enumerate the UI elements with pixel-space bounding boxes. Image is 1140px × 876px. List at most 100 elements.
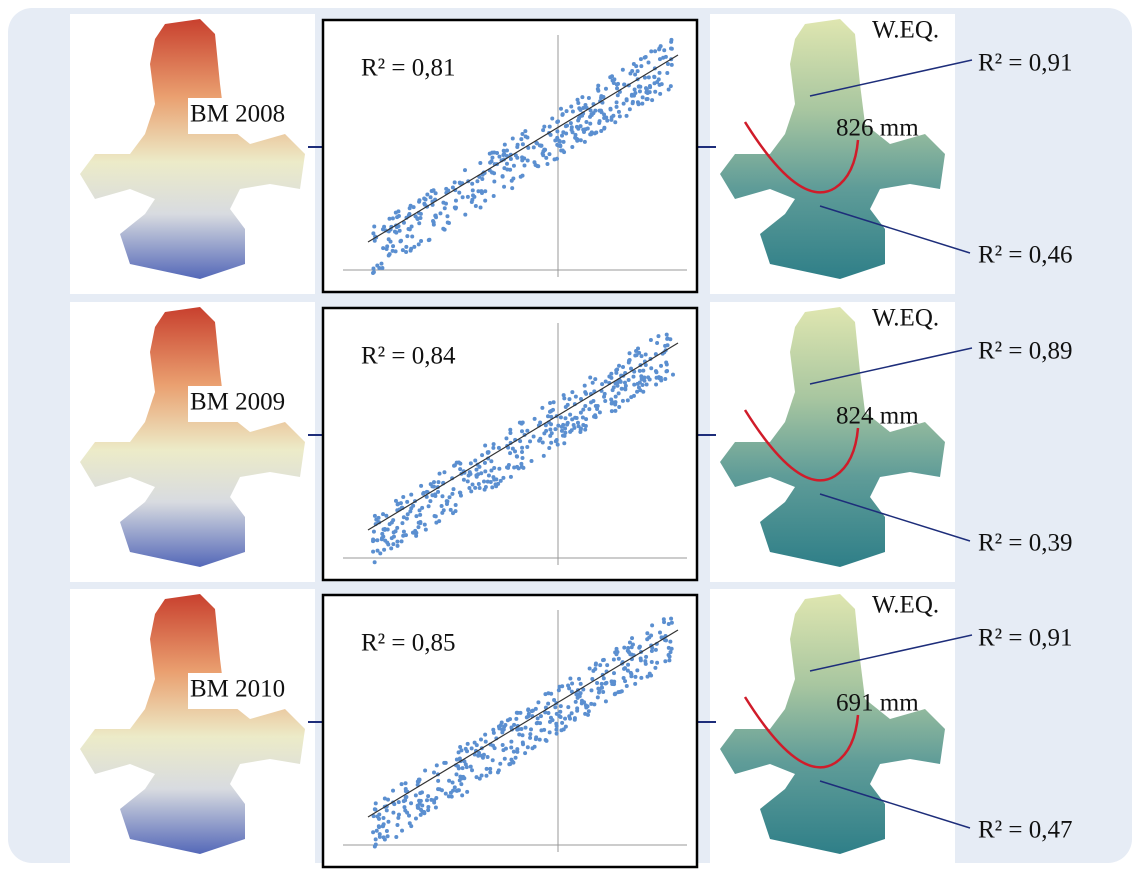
label-bg [188,386,314,422]
scatter-dot [649,659,654,664]
scatter-dot [566,705,571,710]
scatter-dot [490,170,495,175]
scatter-dot [474,467,479,472]
scatter-dot [433,493,438,498]
scatter-dot [457,190,462,195]
trend-line [367,629,679,818]
scatter-dot [560,133,565,138]
scatter-dot [398,239,403,244]
scatter-dot [396,209,401,214]
scatter-dot [496,445,501,450]
scatter-dot [400,828,405,833]
scatter-dot [629,366,634,371]
scatter-dot [426,794,431,799]
scatter-dot [669,62,674,67]
scatter-dot [488,160,493,165]
scatter-dot [614,104,619,109]
scatter-dot [489,468,494,473]
scatter-dot [465,479,470,484]
scatter-dot [422,201,427,206]
scatter-dot [546,710,551,715]
scatter-dot [470,197,475,202]
scatter-dot [531,434,536,439]
scatter-dot [583,390,588,395]
scatter-dot [624,98,629,103]
scatter-dot [608,106,613,111]
scatter-dot [639,354,644,359]
scatter-dot [528,735,533,740]
scatter-dot [654,382,659,387]
scatter-dot [580,95,585,100]
red-arc [743,409,860,482]
scatter-dot [405,512,410,517]
scatter-dot [436,489,441,494]
scatter-dot [386,819,391,824]
scatter-dot [620,67,625,72]
red-arc [743,696,860,769]
scatter-dot [442,760,447,765]
scatter-dot [422,809,427,814]
scatter-dot [447,495,452,500]
scatter-dot [549,422,554,427]
scatter-dot [379,261,384,266]
scatter-dot [653,665,658,670]
scatter-dot [508,430,513,435]
scatter-dot [636,84,641,89]
scatter-dot [421,491,426,496]
scatter-dot [602,116,607,121]
scatter-dot [646,75,651,80]
scatter-dot [373,837,378,842]
scatter-dot [470,482,475,487]
scatter-dot [574,691,579,696]
scatter-dot [416,242,421,247]
scatter-dot [396,812,401,817]
scatter-dot [560,720,565,725]
scatter-dot [593,377,598,382]
scatter-dot [580,415,585,420]
scatter-dot [531,145,536,150]
scatter-dot [625,398,630,403]
scatter-dot [515,155,520,160]
scatter-dot [555,442,560,447]
scatter-dot [603,681,608,686]
scatter-dot [508,717,513,722]
scatter-dot [477,464,482,469]
scatter-dot [577,694,582,699]
scatter-dot [570,681,575,686]
scatter-dot [596,686,601,691]
scatter-dot [590,677,595,682]
scatter-dot [666,87,671,92]
scatter-dot [453,502,458,507]
scatter-dot [523,134,528,139]
scatter-dot [549,414,554,419]
scatter-dot [578,124,583,129]
scatter-dot [473,485,478,490]
scatter-dot [647,377,652,382]
scatter-dot [621,101,626,106]
scatter-dot [595,87,600,92]
scatter-dot [508,451,513,456]
scatter-dot [415,216,420,221]
scatter-dot [496,724,501,729]
scatter-dot [570,390,575,395]
scatter-dot [533,737,538,742]
scatter-dot [559,428,564,433]
scatter-dot [423,197,428,202]
scatter-dot [664,332,669,337]
scatter-dot [548,427,553,432]
scatter-dot [500,743,505,748]
scatter-dot [418,211,423,216]
scatter-dot [548,400,553,405]
scatter-dot [545,414,550,419]
scatter-dot [450,780,455,785]
scatter-dot [632,87,637,92]
scatter-dot [519,461,524,466]
scatter-dot [585,126,590,131]
scatter-dot [443,791,448,796]
scatter-dot [410,234,415,239]
scatter-dot [381,815,386,820]
scatter-dot [624,684,629,689]
scatter-dot [662,48,667,53]
scatter-dot [595,404,600,409]
scatter-dot [655,341,660,346]
